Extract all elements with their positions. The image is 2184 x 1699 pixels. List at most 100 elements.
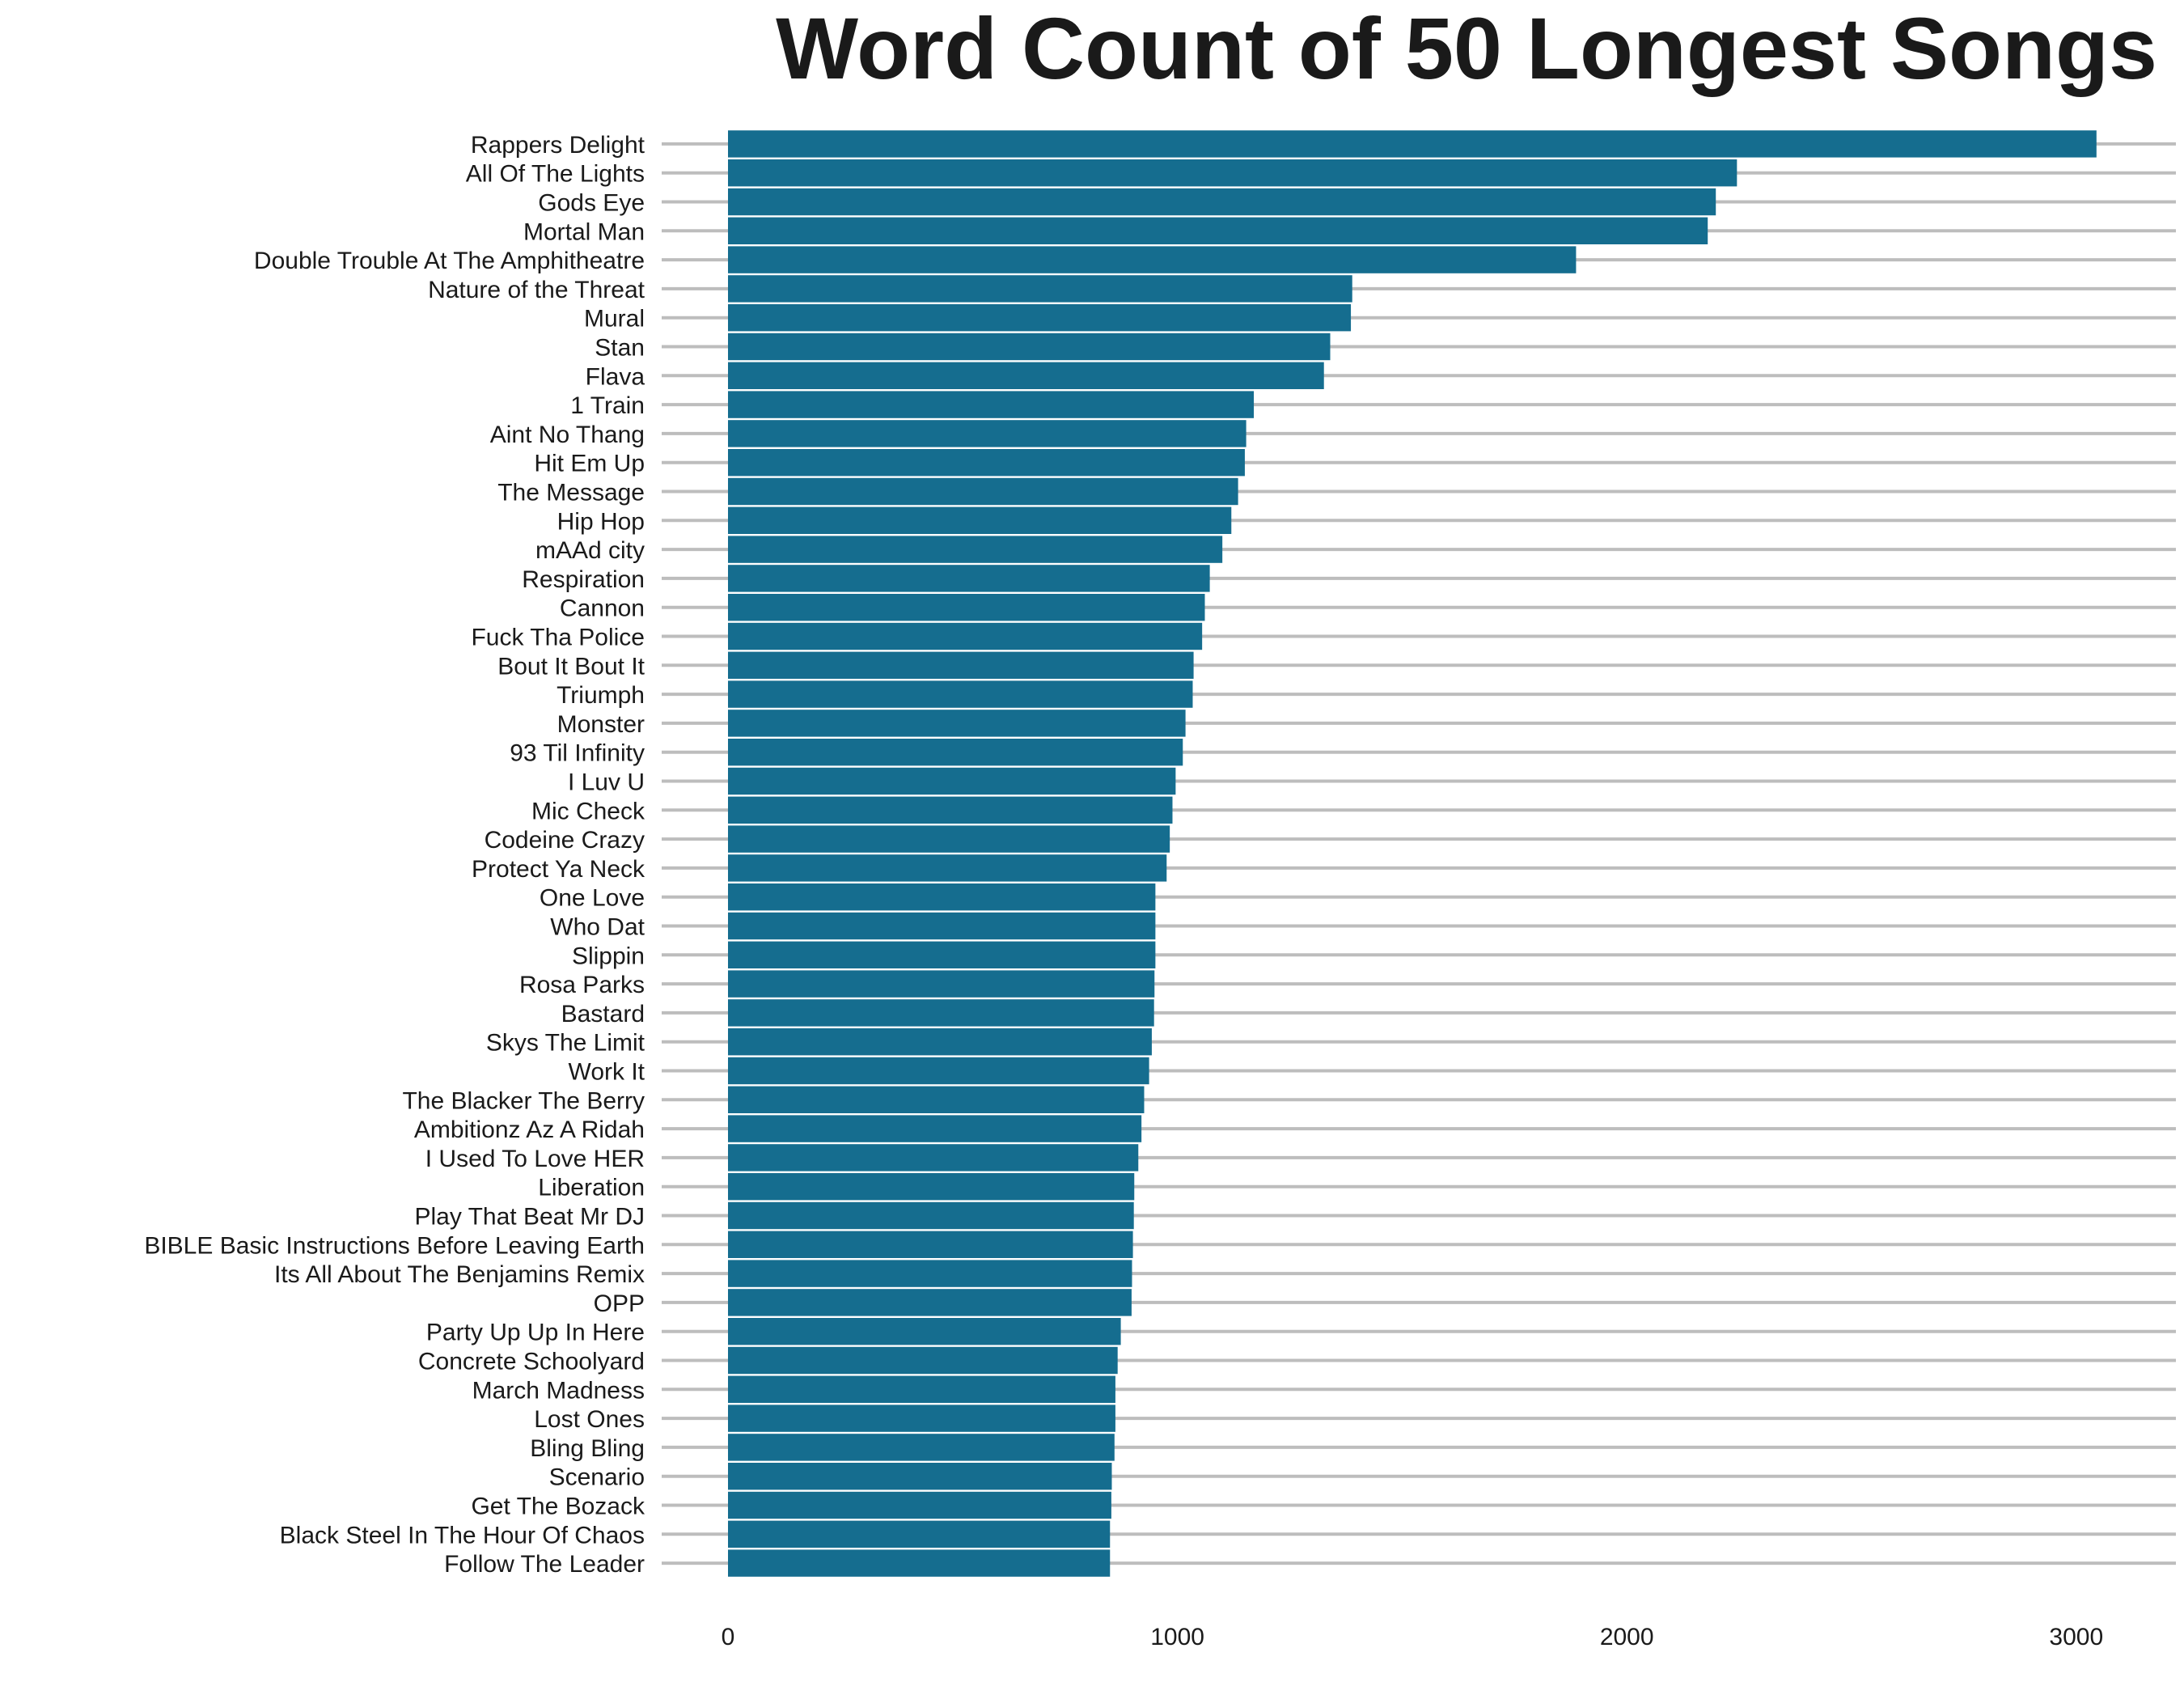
category-label: Protect Ya Neck [472,856,645,883]
category-label: Ambitionz Az A Ridah [414,1116,645,1143]
category-label: Mortal Man [523,218,645,245]
bar [728,1201,1134,1230]
category-label: Monster [557,711,645,738]
bar [728,159,1737,187]
bar [728,1057,1149,1085]
category-label: Scenario [549,1464,645,1491]
category-label: Respiration [522,566,645,593]
bar [728,449,1245,477]
x-tick-label: 3000 [2049,1624,2103,1650]
bar [728,246,1577,273]
bar [728,651,1194,679]
category-label: Triumph [557,682,645,709]
category-label: mAAd city [535,537,645,564]
bar [728,941,1156,968]
bar [728,130,2097,158]
category-label: Play That Beat Mr DJ [414,1204,645,1231]
bar [728,188,1716,216]
bar [728,1289,1132,1316]
bar [728,739,1183,766]
bar [728,1260,1132,1287]
category-label: Double Trouble At The Amphitheatre [254,248,645,274]
bar [728,1463,1112,1490]
category-label: Rappers Delight [471,132,645,159]
x-tick-label: 1000 [1150,1624,1204,1650]
category-label: Slippin [572,943,645,969]
category-label: I Used To Love HER [425,1146,645,1172]
category-label: Mic Check [531,798,645,824]
bar [728,1115,1142,1142]
bar [728,536,1223,563]
x-tick-label: 0 [722,1624,735,1650]
bar [728,565,1210,592]
bar [728,999,1154,1027]
bar [728,796,1173,824]
category-label: Nature of the Threat [428,277,645,303]
bar [728,391,1255,418]
bar [728,825,1170,853]
category-label: BIBLE Basic Instructions Before Leaving … [144,1232,645,1259]
bar [728,1549,1111,1577]
bar [728,1231,1133,1258]
bar [728,912,1156,940]
chart-title: Word Count of 50 Longest Songs [776,0,2157,97]
category-label: Codeine Crazy [485,827,645,854]
bar [728,1346,1118,1375]
category-label: Aint No Thang [490,422,645,448]
bar [728,680,1193,708]
category-label: I Luv U [568,769,645,796]
category-label: 93 Til Infinity [510,740,645,767]
bar [728,1086,1145,1113]
category-label: Its All About The Benjamins Remix [274,1261,645,1288]
bar [728,883,1156,911]
category-label: Stan [595,335,645,362]
bar [728,1144,1139,1172]
bar [728,622,1203,650]
category-label: OPP [594,1290,645,1317]
bar [728,1318,1121,1345]
category-label: Liberation [538,1175,645,1201]
bar [728,420,1246,447]
category-label: Black Steel In The Hour Of Chaos [280,1522,645,1549]
bar [728,333,1331,361]
category-label: Bastard [561,1001,645,1027]
category-label: Rosa Parks [519,972,645,998]
bar [728,710,1186,737]
category-label: One Love [540,885,645,912]
category-label: The Message [497,480,645,506]
bar [728,1173,1135,1201]
category-label: Concrete Schoolyard [418,1349,645,1375]
category-label: Bout It Bout It [497,653,645,680]
bar [728,970,1155,998]
bar [728,477,1238,506]
x-axis-ticks: 0 1000 2000 3000 [722,1624,2104,1650]
category-label: Work It [569,1059,645,1086]
category-label: Who Dat [550,914,645,941]
category-label: Bling Bling [530,1435,645,1462]
bars [728,130,2097,1577]
bar [728,594,1205,621]
bar [728,854,1167,882]
bar [728,767,1176,795]
bar [728,1520,1111,1548]
bar [728,1028,1152,1056]
bar [728,304,1352,332]
bar [728,362,1324,389]
bar [728,217,1708,244]
category-label: Party Up Up In Here [426,1320,645,1346]
category-label: Hit Em Up [534,451,645,477]
category-label: Follow The Leader [444,1551,645,1578]
bar [728,1434,1115,1461]
category-label: Get The Bozack [471,1494,645,1520]
category-label: March Madness [472,1377,645,1404]
bar [728,1375,1115,1403]
category-label: Fuck Tha Police [471,625,645,651]
bar [728,506,1232,534]
category-label: Gods Eye [538,190,645,217]
category-label: Flava [586,363,645,390]
bar [728,1491,1111,1519]
category-label: Skys The Limit [486,1030,645,1057]
category-label: All Of The Lights [466,161,645,188]
